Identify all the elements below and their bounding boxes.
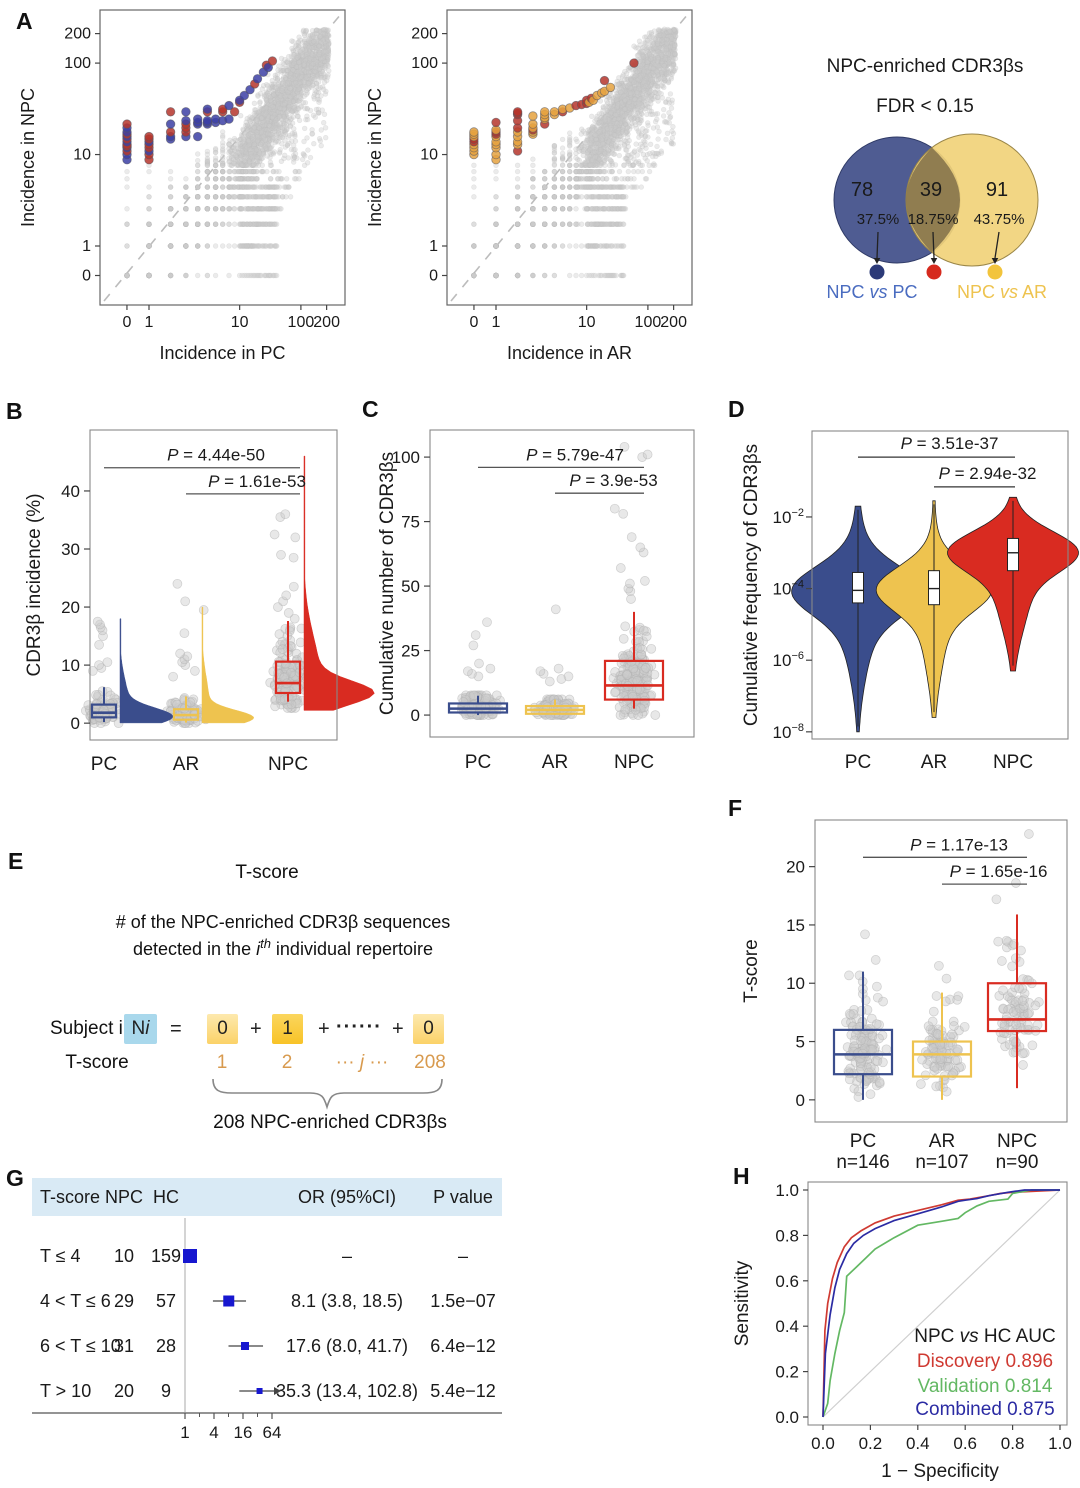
panel-c-label: C: [362, 396, 379, 422]
scatter-points: [103, 13, 342, 302]
panel-b-label: B: [6, 398, 23, 424]
panel-d-label: D: [728, 396, 745, 422]
term-box-3: 0: [413, 1014, 444, 1044]
subject-label: Subject i: [50, 1018, 123, 1039]
tscore-desc-line1: # of the NPC-enriched CDR3β sequences: [115, 912, 451, 932]
roc-curve-validation: [822, 1189, 1060, 1418]
index-2: 2: [281, 1052, 293, 1073]
term-box-1: 0: [207, 1014, 238, 1044]
tscore-row-label: T-score: [65, 1052, 129, 1073]
term-box-2: 1: [272, 1014, 303, 1044]
scatter-points: [450, 13, 689, 302]
svg-text:0: 0: [82, 268, 91, 285]
brace-label: 208 NPC-enriched CDR3βs: [213, 1112, 447, 1133]
forest-row-4: T > 10 20 9 35.3 (13.4, 102.8) 5.4e−12: [40, 1381, 496, 1401]
plus-sign-1: +: [250, 1018, 262, 1040]
panel-h-label: H: [733, 1163, 750, 1189]
panel-h-roc: 0.00.00.20.20.40.40.60.60.80.81.01.0NPC …: [732, 1181, 1072, 1482]
svg-text:100: 100: [64, 55, 91, 72]
index-1: 1: [216, 1052, 228, 1073]
svg-text:1: 1: [82, 238, 91, 255]
index-208: 208: [414, 1052, 446, 1073]
panel-a-label: A: [16, 8, 33, 34]
svg-text:0: 0: [122, 314, 131, 331]
half-violin-npc: [303, 455, 375, 711]
svg-text:200: 200: [64, 26, 91, 43]
tscore-desc-line2: detected in the ith individual repertoir…: [132, 936, 434, 959]
roc-legend-combined: Combined 0.875: [915, 1399, 1054, 1420]
brace-icon: [212, 1078, 443, 1110]
svg-text:Incidence in NPC: Incidence in NPC: [18, 88, 38, 227]
panel-e-label: E: [8, 848, 24, 874]
svg-text:Incidence in PC: Incidence in PC: [159, 343, 285, 363]
svg-text:10: 10: [231, 314, 249, 331]
venn-legend-npc-vs-ar: NPC vs AR: [957, 282, 1047, 302]
forest-row-1: T ≤ 4 10 159– –: [40, 1246, 468, 1266]
svg-text:1: 1: [145, 314, 154, 331]
forest-row-2: 4 < T ≤ 6 29 57 8.1 (3.8, 18.5) 1.5e−07: [40, 1291, 496, 1311]
equals-sign: =: [170, 1018, 182, 1040]
ellipsis-dots: ······: [336, 1016, 382, 1038]
panel-d-chart: P = 3.51e-37P = 2.94e-3210−210−410−610−8…: [741, 430, 1079, 773]
roc-legend-discovery: Discovery 0.896: [917, 1351, 1053, 1372]
svg-text:10: 10: [73, 147, 91, 164]
plus-sign-2: +: [318, 1018, 330, 1040]
panel-f-label: F: [728, 795, 743, 821]
tscore-title: T-score: [235, 862, 299, 883]
plus-sign-3: +: [392, 1018, 404, 1040]
half-violin-ar: [201, 606, 254, 724]
ni-box: Ni: [124, 1014, 157, 1044]
svg-text:200: 200: [313, 314, 340, 331]
panel-g-label: G: [6, 1165, 24, 1191]
index-j: ··· j ···: [335, 1052, 389, 1073]
venn-legend-npc-vs-pc: NPC vs PC: [826, 282, 917, 302]
roc-legend-validation: Validation 0.814: [918, 1376, 1053, 1397]
half-violin-pc: [119, 618, 174, 724]
svg-text:100: 100: [288, 314, 315, 331]
roc-curve-combined: [822, 1189, 1060, 1418]
roc-legend-title: NPC vs HC AUC: [914, 1326, 1055, 1347]
